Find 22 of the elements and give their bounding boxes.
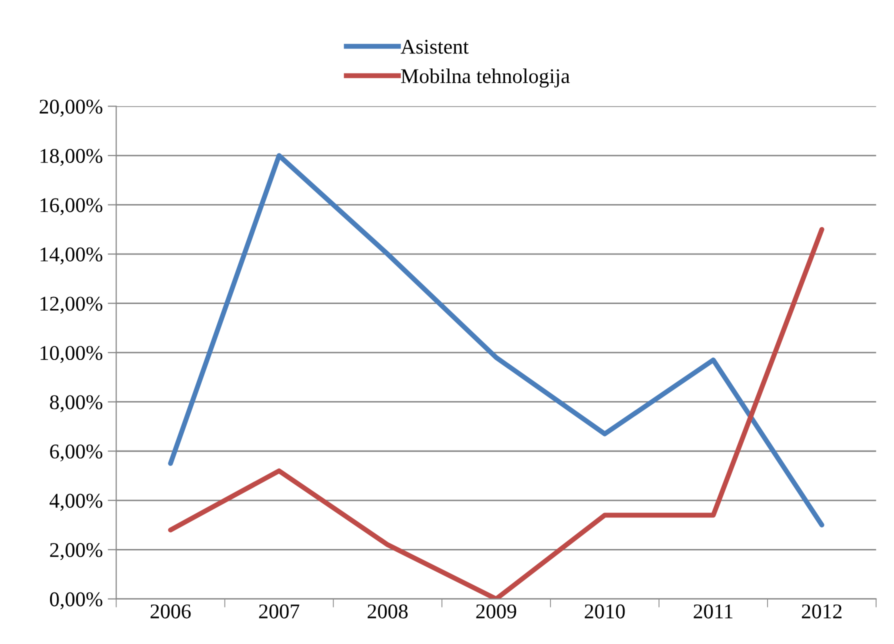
- x-tick-label: 2010: [584, 604, 625, 618]
- y-tick-label: 2,00%: [50, 543, 102, 560]
- x-tick-label: 2012: [802, 604, 842, 618]
- y-tick-label: 6,00%: [50, 444, 102, 462]
- y-tick-label: 18,00%: [40, 148, 102, 166]
- y-tick-label: 16,00%: [40, 198, 102, 216]
- y-tick-label: 0,00%: [50, 592, 102, 610]
- y-tick-label: 8,00%: [50, 395, 102, 412]
- legend-label: Mobilna tehnologija: [401, 68, 570, 88]
- y-tick-label: 14,00%: [40, 247, 102, 264]
- y-tick-label: 20,00%: [40, 100, 102, 117]
- x-tick-label: 2007: [259, 604, 300, 618]
- y-tick-label: 10,00%: [40, 346, 102, 364]
- legend-label: Asistent: [400, 40, 469, 54]
- y-tick-label: 4,00%: [50, 494, 102, 511]
- x-tick-label: 2011: [694, 604, 732, 618]
- y-tick-label: 12,00%: [40, 296, 102, 314]
- x-tick-label: 2008: [368, 604, 408, 618]
- line-series: [168, 226, 824, 599]
- line-series: [168, 153, 824, 528]
- x-tick-label: 2009: [476, 604, 516, 618]
- x-tick-label: 2006: [150, 604, 191, 618]
